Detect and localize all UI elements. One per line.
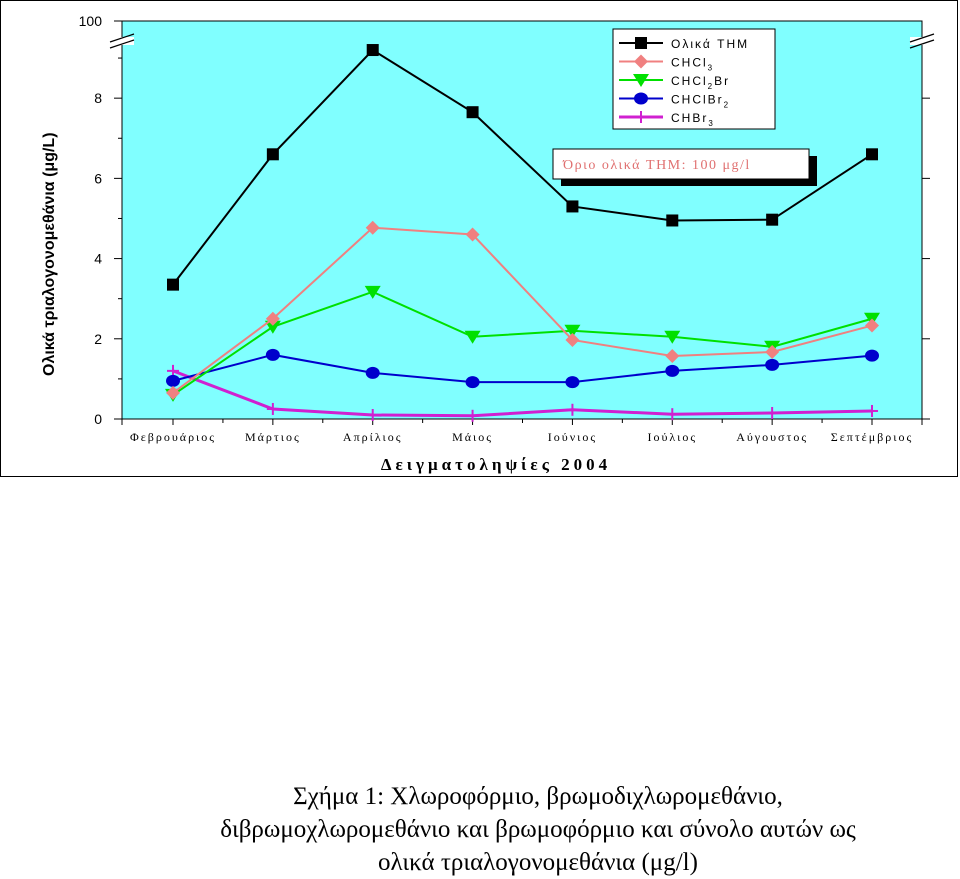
axis-break-mark [909,39,935,49]
data-point [167,364,179,377]
legend-label: CHCl3 [671,56,714,73]
data-point [464,330,481,344]
caption-line-1: Σχήμα 1: Χλωροφόρμιο, βρωμοδιχλωρομεθάνι… [293,783,783,810]
x-tick-label: Μάιος [452,430,493,444]
legend-entry: CHClBr2 [619,92,730,110]
x-tick-label: Φεβρουάριος [130,430,216,444]
data-point [866,148,878,161]
data-point [866,404,878,417]
data-point [265,311,280,326]
y-tick-label: 6 [94,170,102,186]
caption-line-3: ολικά τριαλογονομεθάνια (μg/l) [378,849,698,876]
data-point [364,285,381,299]
data-point [666,214,679,227]
axis-break-mark [109,33,135,43]
legend-entry: CHCl3 [619,54,714,73]
data-point [765,358,780,371]
legend-swatch-marker [635,37,647,49]
legend-entry: CHCl2Br [619,74,730,91]
chart-frame: 0 2 4 6 8 100 Φεβρουάριος Μάρτιος Απρίλιος Μάιος… [0,0,958,477]
legend-entry: CHBr3 [619,111,715,128]
series-line [172,48,873,286]
axis-break-mark [909,33,935,43]
series-3 [166,348,879,389]
data-point [167,278,179,291]
series-line [172,290,873,396]
data-point [566,200,579,213]
x-tick-label: Μάρτιος [245,430,301,444]
data-point [264,320,281,334]
series-layer [165,44,880,422]
figure-caption: Σχήμα 1: Χλωροφόρμιο, βρωμοδιχλωρομεθάνι… [0,780,960,879]
line-chart: 0 2 4 6 8 100 Φεβρουάριος Μάρτιος Απρίλιος Μάιος… [41,13,935,474]
axis-break-mark [109,39,135,49]
data-point [365,220,380,235]
y-break-label: 100 [79,13,103,29]
series-2 [165,285,880,402]
data-point [565,332,580,347]
data-point [865,349,879,362]
x-tick-label: Αύγουστος [736,430,808,444]
data-point [665,349,680,364]
caption-line-2: διβρωμοχλωρομεθάνιο και βρωμοφόρμιο και … [220,816,856,843]
data-point [766,406,779,419]
annotation-text: Όριο ολικά THM: 100 μg/l [562,158,751,173]
data-point [366,408,379,421]
y-axis-label: Ολικά τριαλογονομεθάνια (μg/L) [41,132,58,376]
x-tick-label: Ιούλιος [647,430,697,444]
legend-label: CHCl2Br [671,74,730,91]
data-point [466,106,479,119]
legend-swatch-marker [634,54,648,69]
legend-label: Ολικά THM [671,37,749,51]
data-point [664,330,681,344]
data-point [865,318,879,333]
data-point [565,376,580,389]
x-axis: Φεβρουάριος Μάρτιος Απρίλιος Μάιος Ιούνιος Ιο… [121,419,923,444]
series-line [172,353,873,384]
legend-swatch-marker [633,74,649,87]
axis-break-gap [910,37,934,45]
legend-label: CHBr3 [671,111,715,128]
x-tick-label: Ιούνιος [548,430,597,444]
legend-label: CHClBr2 [671,93,730,110]
data-point [465,227,480,242]
series-0 [167,44,878,291]
data-point [564,324,581,338]
limit-annotation: Όριο ολικά THM: 100 μg/l [552,148,817,186]
data-point [365,366,380,379]
data-point [266,402,279,415]
plot-area [121,20,923,420]
y-tick-label: 8 [94,90,102,106]
data-point [166,385,180,400]
data-point [466,409,479,422]
data-point [465,376,480,389]
data-point [366,44,379,57]
data-point [665,364,680,377]
series-line [172,369,873,418]
data-point [266,148,279,161]
data-point [766,213,779,226]
data-point [566,403,579,416]
series-line [172,226,873,394]
legend-entry: Ολικά THM [619,37,749,51]
series-1 [166,220,879,400]
data-point [166,374,180,387]
x-tick-label: Σεπτέμβριος [831,430,913,444]
data-point [765,345,780,360]
series-4 [167,364,878,422]
data-point [666,408,679,421]
axis-break-gap [110,37,134,45]
legend-swatch-marker [634,92,648,105]
x-tick-label: Απρίλιος [343,430,403,444]
x-axis-label: Δειγματοληψίες 2004 [381,455,611,474]
y-tick-label: 2 [94,331,102,347]
y-tick-label: 0 [94,411,102,427]
legend-swatch-marker [635,111,647,123]
y-tick-label: 4 [94,251,102,267]
y-axis: 0 2 4 6 8 100 [79,13,935,427]
data-point [265,348,280,361]
